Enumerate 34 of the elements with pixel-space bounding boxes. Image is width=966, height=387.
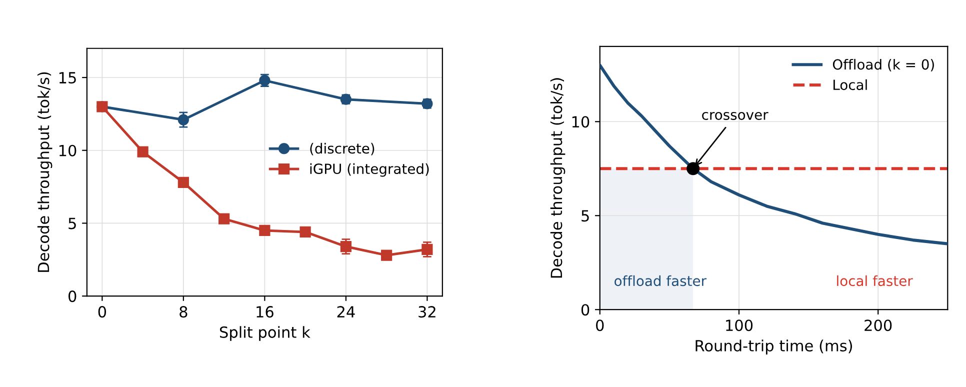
y-axis-title: Decode throughput (tok/s) (37, 72, 52, 272)
point (218, 213, 230, 224)
point (340, 240, 352, 252)
annotation: offload faster (614, 275, 707, 286)
x-tick-label: 8 (180, 306, 188, 318)
y-tick-label: 10 (572, 116, 590, 128)
y-tick-label: 10 (59, 144, 76, 156)
x-tick-label: 32 (418, 306, 436, 318)
point (178, 176, 189, 188)
point (178, 114, 189, 126)
x-axis-title: Split point k (220, 326, 310, 341)
y-tick-label: 15 (59, 72, 76, 84)
point (259, 224, 270, 236)
y-axis-title: Decode throughput (tok/s) (550, 78, 566, 278)
legend-label: iGPU (integrated) (310, 163, 429, 177)
y-tick-label: 5 (68, 218, 76, 230)
legend-label: (discrete) (310, 142, 374, 156)
point (381, 250, 392, 261)
legend-label: Local (834, 79, 867, 90)
x-tick-label: 0 (596, 320, 604, 332)
legend-label: Offload (k = 0) (832, 58, 934, 72)
annotation: local faster (837, 275, 913, 286)
y-tick-label: 5 (582, 210, 589, 222)
x-tick-label: 0 (98, 306, 106, 318)
x-tick-label: 200 (864, 320, 892, 332)
x-axis-title: Round-trip time (ms) (696, 340, 852, 354)
point (300, 226, 311, 238)
annotation: crossover (702, 112, 768, 120)
point (137, 146, 148, 158)
x-tick-label: 16 (256, 306, 274, 318)
point (422, 244, 433, 255)
x-tick-label: 100 (726, 320, 753, 332)
y-tick-label: 0 (68, 290, 76, 302)
x-tick-label: 24 (337, 306, 355, 318)
